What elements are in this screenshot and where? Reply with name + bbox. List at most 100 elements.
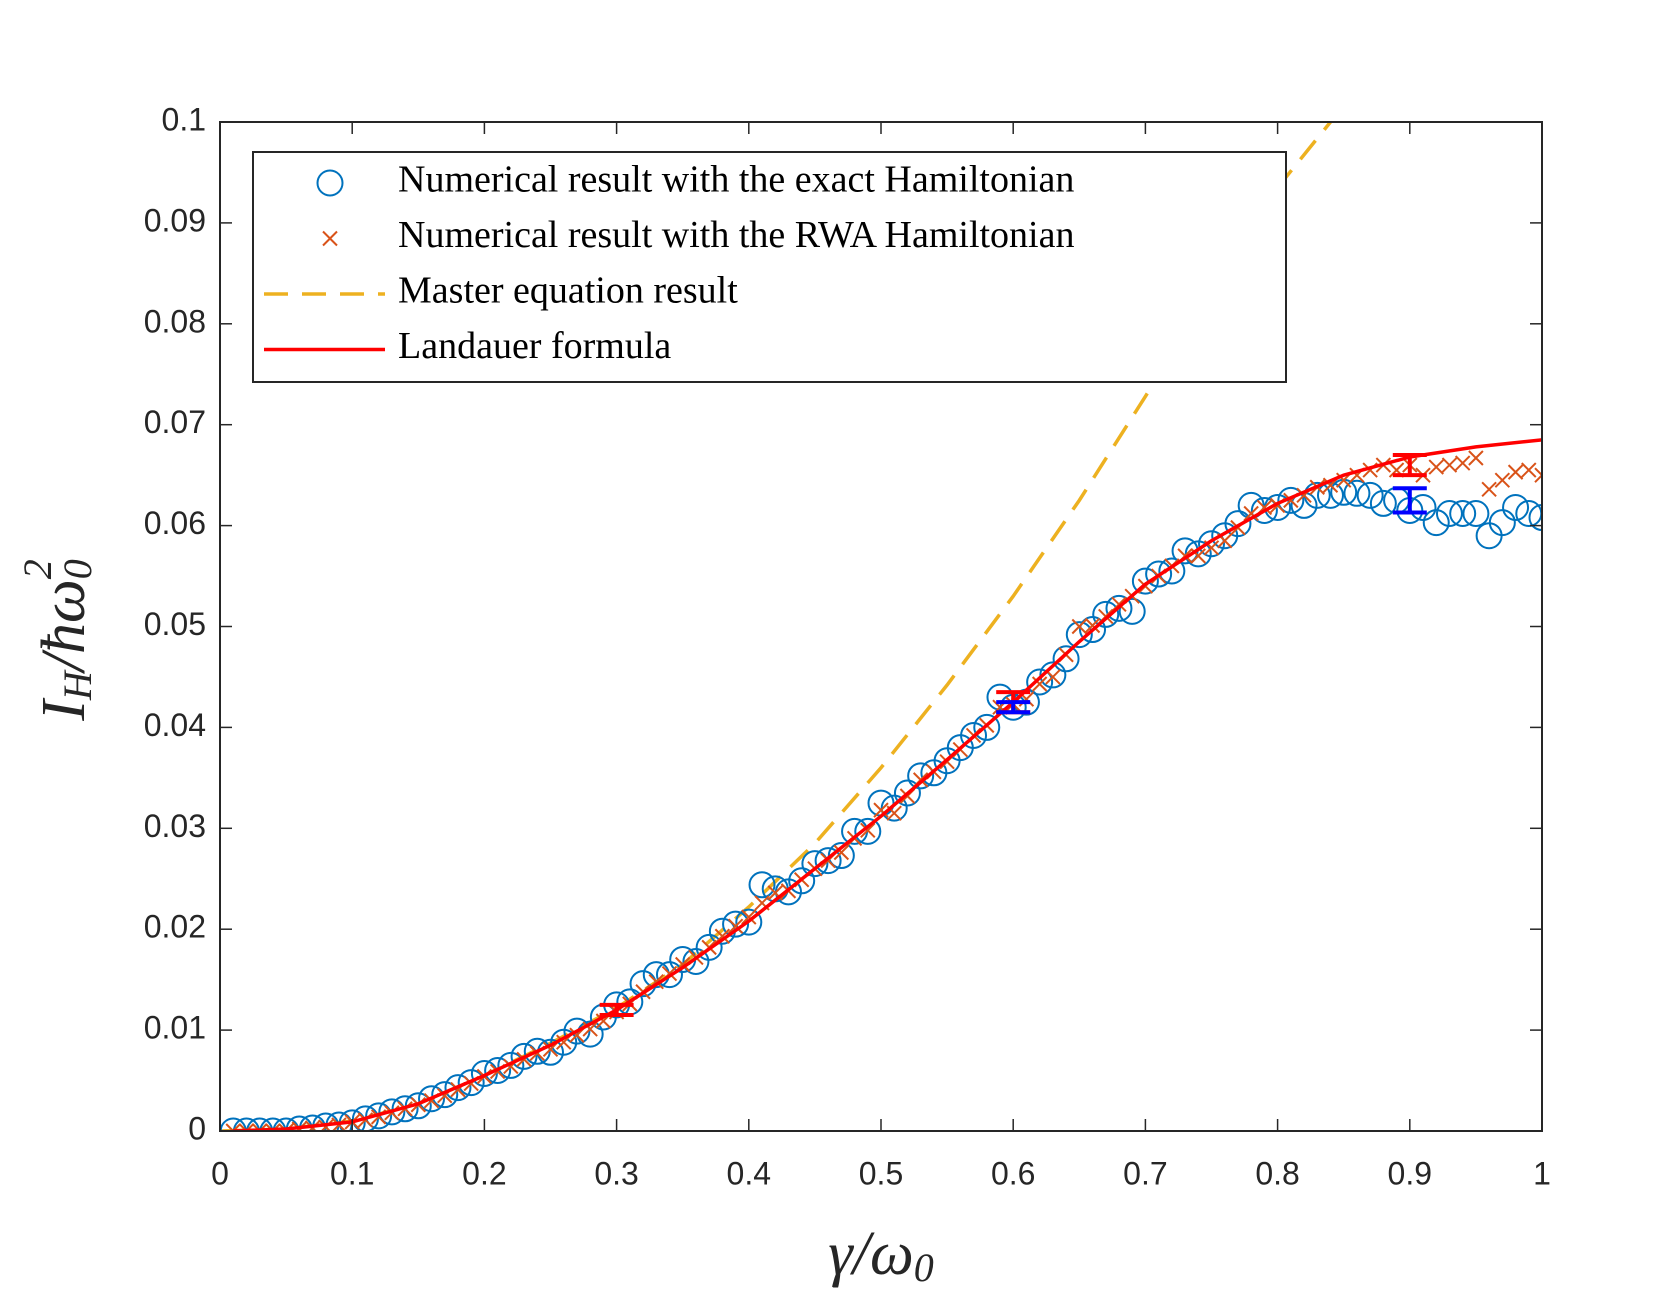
circle-marker [1356, 481, 1384, 509]
circle-marker [444, 1074, 472, 1102]
circle-marker [960, 721, 988, 749]
y-tick-label: 0.03 [144, 808, 206, 844]
cross-marker [860, 822, 876, 839]
y-tick-label: 0.01 [144, 1010, 206, 1046]
cross-marker [1441, 457, 1458, 473]
cross-marker [1494, 472, 1511, 488]
cross-marker [873, 802, 889, 818]
x-label-main: γ/ω [828, 1220, 913, 1288]
circle-marker [1277, 486, 1305, 514]
circle-marker [484, 1056, 512, 1084]
circle-marker [1131, 567, 1159, 595]
circle-marker [1435, 499, 1463, 527]
cross-marker [741, 909, 757, 925]
cross-marker [582, 1021, 598, 1037]
cross-marker [1031, 676, 1048, 692]
axes-box [219, 121, 1543, 1132]
cross-marker [1468, 450, 1484, 466]
circle-marker [497, 1051, 525, 1079]
y-tick-label: 0.06 [144, 505, 206, 541]
x-tick-label: 0.4 [727, 1155, 771, 1191]
x-tick-label: 1 [1533, 1155, 1551, 1191]
circle-marker [365, 1102, 393, 1130]
circle-marker [973, 713, 1001, 741]
circle-marker [722, 910, 750, 938]
cross-marker [1084, 617, 1101, 634]
y-label-sub: H [55, 669, 100, 701]
x-tick-label: 0 [211, 1155, 229, 1191]
y-tick-label: 0.05 [144, 606, 206, 642]
cross-marker [1243, 505, 1259, 522]
y-tick-label: 0.02 [144, 909, 206, 945]
cross-marker [238, 1123, 255, 1131]
circle-marker [1118, 597, 1146, 625]
y-label-sub2: 0 [55, 559, 100, 579]
legend-marker [322, 230, 338, 247]
x-tick-label: 0.9 [1388, 1155, 1432, 1191]
circle-marker [431, 1081, 459, 1109]
x-tick-label: 0.1 [330, 1155, 374, 1191]
y-axis-label: IH/ħω02 [15, 559, 100, 722]
circle-marker [1343, 479, 1371, 507]
x-label-sub: 0 [914, 1245, 934, 1290]
circle-marker [272, 1117, 300, 1131]
series-line [233, 438, 1542, 1131]
cross-marker [1481, 481, 1497, 497]
cross-marker [1507, 464, 1524, 480]
x-tick-label: 0.3 [594, 1155, 638, 1191]
y-tick-label: 0.09 [144, 202, 206, 238]
circle-marker [1462, 499, 1490, 527]
x-tick-label: 0.6 [991, 1155, 1035, 1191]
circle-marker [1502, 493, 1530, 521]
circle-marker [220, 1117, 247, 1131]
y-tick-label: 0.04 [144, 707, 206, 743]
cross-marker [251, 1123, 268, 1131]
circle-marker [1065, 621, 1093, 649]
cross-marker [1428, 459, 1444, 475]
circle-marker [735, 908, 763, 936]
circle-marker [418, 1085, 446, 1113]
cross-marker [265, 1123, 281, 1131]
circle-marker [695, 933, 723, 961]
legend-label: Master equation result [398, 270, 738, 312]
x-axis-label: γ/ω0 [828, 1220, 933, 1290]
y-tick-label: 0 [188, 1110, 206, 1146]
circle-marker [1422, 509, 1450, 537]
y-tick-label: 0.07 [144, 404, 206, 440]
circle-marker [232, 1117, 260, 1131]
circle-marker [1528, 504, 1542, 532]
cross-marker [727, 918, 744, 934]
circle-marker [1158, 557, 1186, 585]
cross-marker [1534, 467, 1542, 483]
cross-marker [278, 1123, 294, 1131]
y-label-sup: 2 [15, 559, 60, 579]
legend-label: Landauer formula [398, 325, 671, 367]
circle-marker [1316, 481, 1344, 509]
legend-box [252, 151, 1287, 383]
circle-marker [748, 871, 776, 899]
circle-marker [1105, 594, 1133, 622]
cross-marker [1521, 462, 1537, 478]
cross-marker [1454, 455, 1471, 471]
circle-marker [1369, 489, 1397, 517]
cross-marker [318, 1119, 334, 1131]
circle-marker [457, 1069, 485, 1097]
y-tick-label: 0.08 [144, 303, 206, 339]
circle-marker [1026, 668, 1054, 696]
x-tick-label: 0.7 [1123, 1155, 1167, 1191]
x-tick-label: 0.8 [1255, 1155, 1299, 1191]
circle-marker [1449, 499, 1477, 527]
circle-marker [1145, 560, 1173, 588]
circle-marker [814, 847, 842, 875]
y-tick-label: 0.1 [162, 101, 206, 137]
circle-marker [391, 1095, 419, 1123]
circle-marker [1092, 600, 1120, 628]
circle-marker [907, 762, 935, 790]
cross-marker [225, 1123, 241, 1131]
y-label-rest: /ħω [30, 579, 98, 674]
x-tick-label: 0.5 [859, 1155, 903, 1191]
circle-marker [378, 1098, 406, 1126]
cross-marker [1071, 618, 1088, 635]
circle-marker [893, 779, 921, 807]
